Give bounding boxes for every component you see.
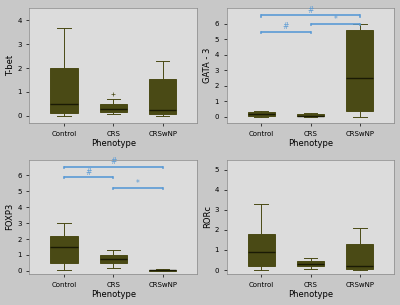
PathPatch shape	[50, 236, 78, 263]
PathPatch shape	[297, 261, 324, 266]
X-axis label: Phenotype: Phenotype	[288, 139, 333, 149]
X-axis label: Phenotype: Phenotype	[288, 290, 333, 300]
Text: *: *	[136, 179, 140, 188]
PathPatch shape	[248, 234, 275, 266]
PathPatch shape	[149, 270, 176, 271]
Y-axis label: RORc: RORc	[203, 205, 212, 228]
Y-axis label: FOXP3: FOXP3	[6, 203, 14, 230]
PathPatch shape	[346, 30, 374, 111]
X-axis label: Phenotype: Phenotype	[91, 290, 136, 300]
PathPatch shape	[50, 68, 78, 113]
PathPatch shape	[149, 79, 176, 114]
PathPatch shape	[100, 104, 127, 112]
PathPatch shape	[297, 114, 324, 116]
Text: *: *	[333, 15, 337, 23]
PathPatch shape	[346, 244, 374, 269]
Text: #: #	[307, 6, 314, 15]
Text: #: #	[283, 22, 289, 31]
Y-axis label: GATA - 3: GATA - 3	[203, 48, 212, 84]
Text: #: #	[86, 167, 92, 177]
PathPatch shape	[100, 255, 127, 263]
Y-axis label: T-bet: T-bet	[6, 55, 14, 76]
X-axis label: Phenotype: Phenotype	[91, 139, 136, 149]
PathPatch shape	[248, 113, 275, 116]
Text: #: #	[110, 157, 116, 166]
